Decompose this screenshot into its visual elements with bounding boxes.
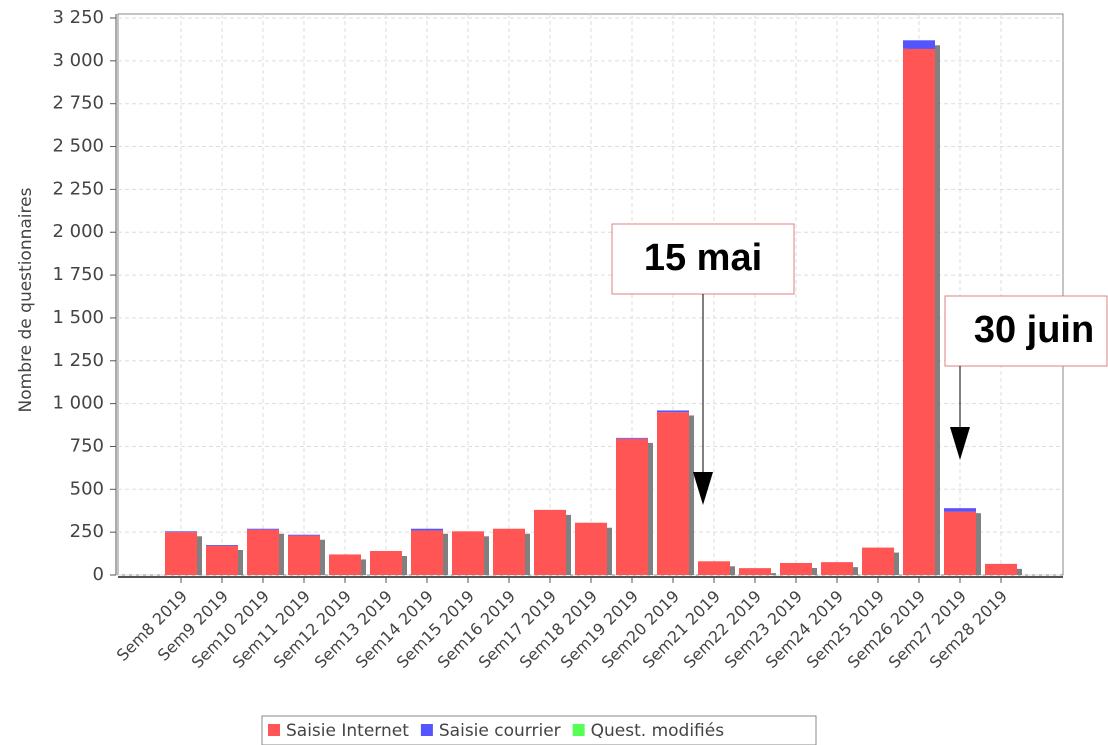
bar bbox=[247, 528, 279, 530]
annotation-box bbox=[944, 295, 1108, 367]
y-tick-label: 0 bbox=[93, 564, 104, 585]
bar bbox=[206, 545, 238, 575]
bar bbox=[411, 528, 443, 531]
legend-label: Saisie Internet bbox=[286, 721, 409, 741]
bar bbox=[493, 528, 525, 575]
legend bbox=[261, 715, 817, 745]
y-tick-label: 1 250 bbox=[52, 350, 104, 371]
y-tick-label: 1 000 bbox=[52, 393, 104, 414]
bars bbox=[165, 40, 1022, 575]
bar bbox=[616, 438, 648, 575]
bar bbox=[329, 554, 361, 575]
bar bbox=[944, 508, 976, 512]
bar bbox=[247, 529, 279, 575]
y-tick-label: 1 750 bbox=[52, 264, 104, 285]
annotation: 15 mai bbox=[644, 237, 762, 279]
y-tick-label: 500 bbox=[70, 478, 104, 499]
bar bbox=[739, 568, 771, 575]
bar bbox=[165, 531, 197, 533]
annotation-box bbox=[611, 223, 795, 295]
y-tick-label: 1 500 bbox=[52, 307, 104, 328]
y-axis-label: Nombre de questionnaires bbox=[16, 187, 36, 412]
bar bbox=[575, 522, 607, 575]
legend-swatch bbox=[572, 724, 585, 736]
legend-swatch bbox=[420, 724, 433, 736]
y-tick-label: 3 250 bbox=[52, 7, 104, 28]
bar bbox=[903, 48, 935, 575]
bar bbox=[165, 532, 197, 575]
bar bbox=[288, 534, 320, 536]
bar bbox=[452, 531, 484, 575]
y-tick-label: 2 250 bbox=[52, 178, 104, 199]
bar bbox=[985, 563, 1017, 575]
y-tick-label: 3 000 bbox=[52, 50, 104, 71]
y-tick-label: 250 bbox=[70, 521, 104, 542]
y-tick-label: 2 500 bbox=[52, 136, 104, 157]
arrowhead bbox=[950, 427, 970, 460]
bar bbox=[657, 410, 689, 413]
y-tick-label: 2 750 bbox=[52, 93, 104, 114]
bar bbox=[698, 561, 730, 575]
arrowhead bbox=[693, 472, 713, 505]
legend-swatch bbox=[268, 724, 280, 736]
legend-label: Quest. modifiés bbox=[591, 721, 725, 741]
bar bbox=[780, 563, 812, 575]
bar bbox=[288, 535, 320, 575]
bar bbox=[657, 412, 689, 575]
y-tick-label: 750 bbox=[70, 435, 104, 456]
annotation: 30 juin bbox=[974, 309, 1094, 351]
bar bbox=[903, 40, 935, 49]
bar bbox=[534, 509, 566, 575]
bar bbox=[944, 511, 976, 575]
bar bbox=[370, 551, 402, 575]
bar bbox=[616, 437, 648, 439]
legend-label: Saisie courrier bbox=[439, 721, 561, 741]
y-tick-label: 2 000 bbox=[52, 221, 104, 242]
bar bbox=[862, 547, 894, 575]
bar bbox=[821, 562, 853, 575]
bar bbox=[411, 530, 443, 575]
bar bbox=[206, 545, 238, 546]
